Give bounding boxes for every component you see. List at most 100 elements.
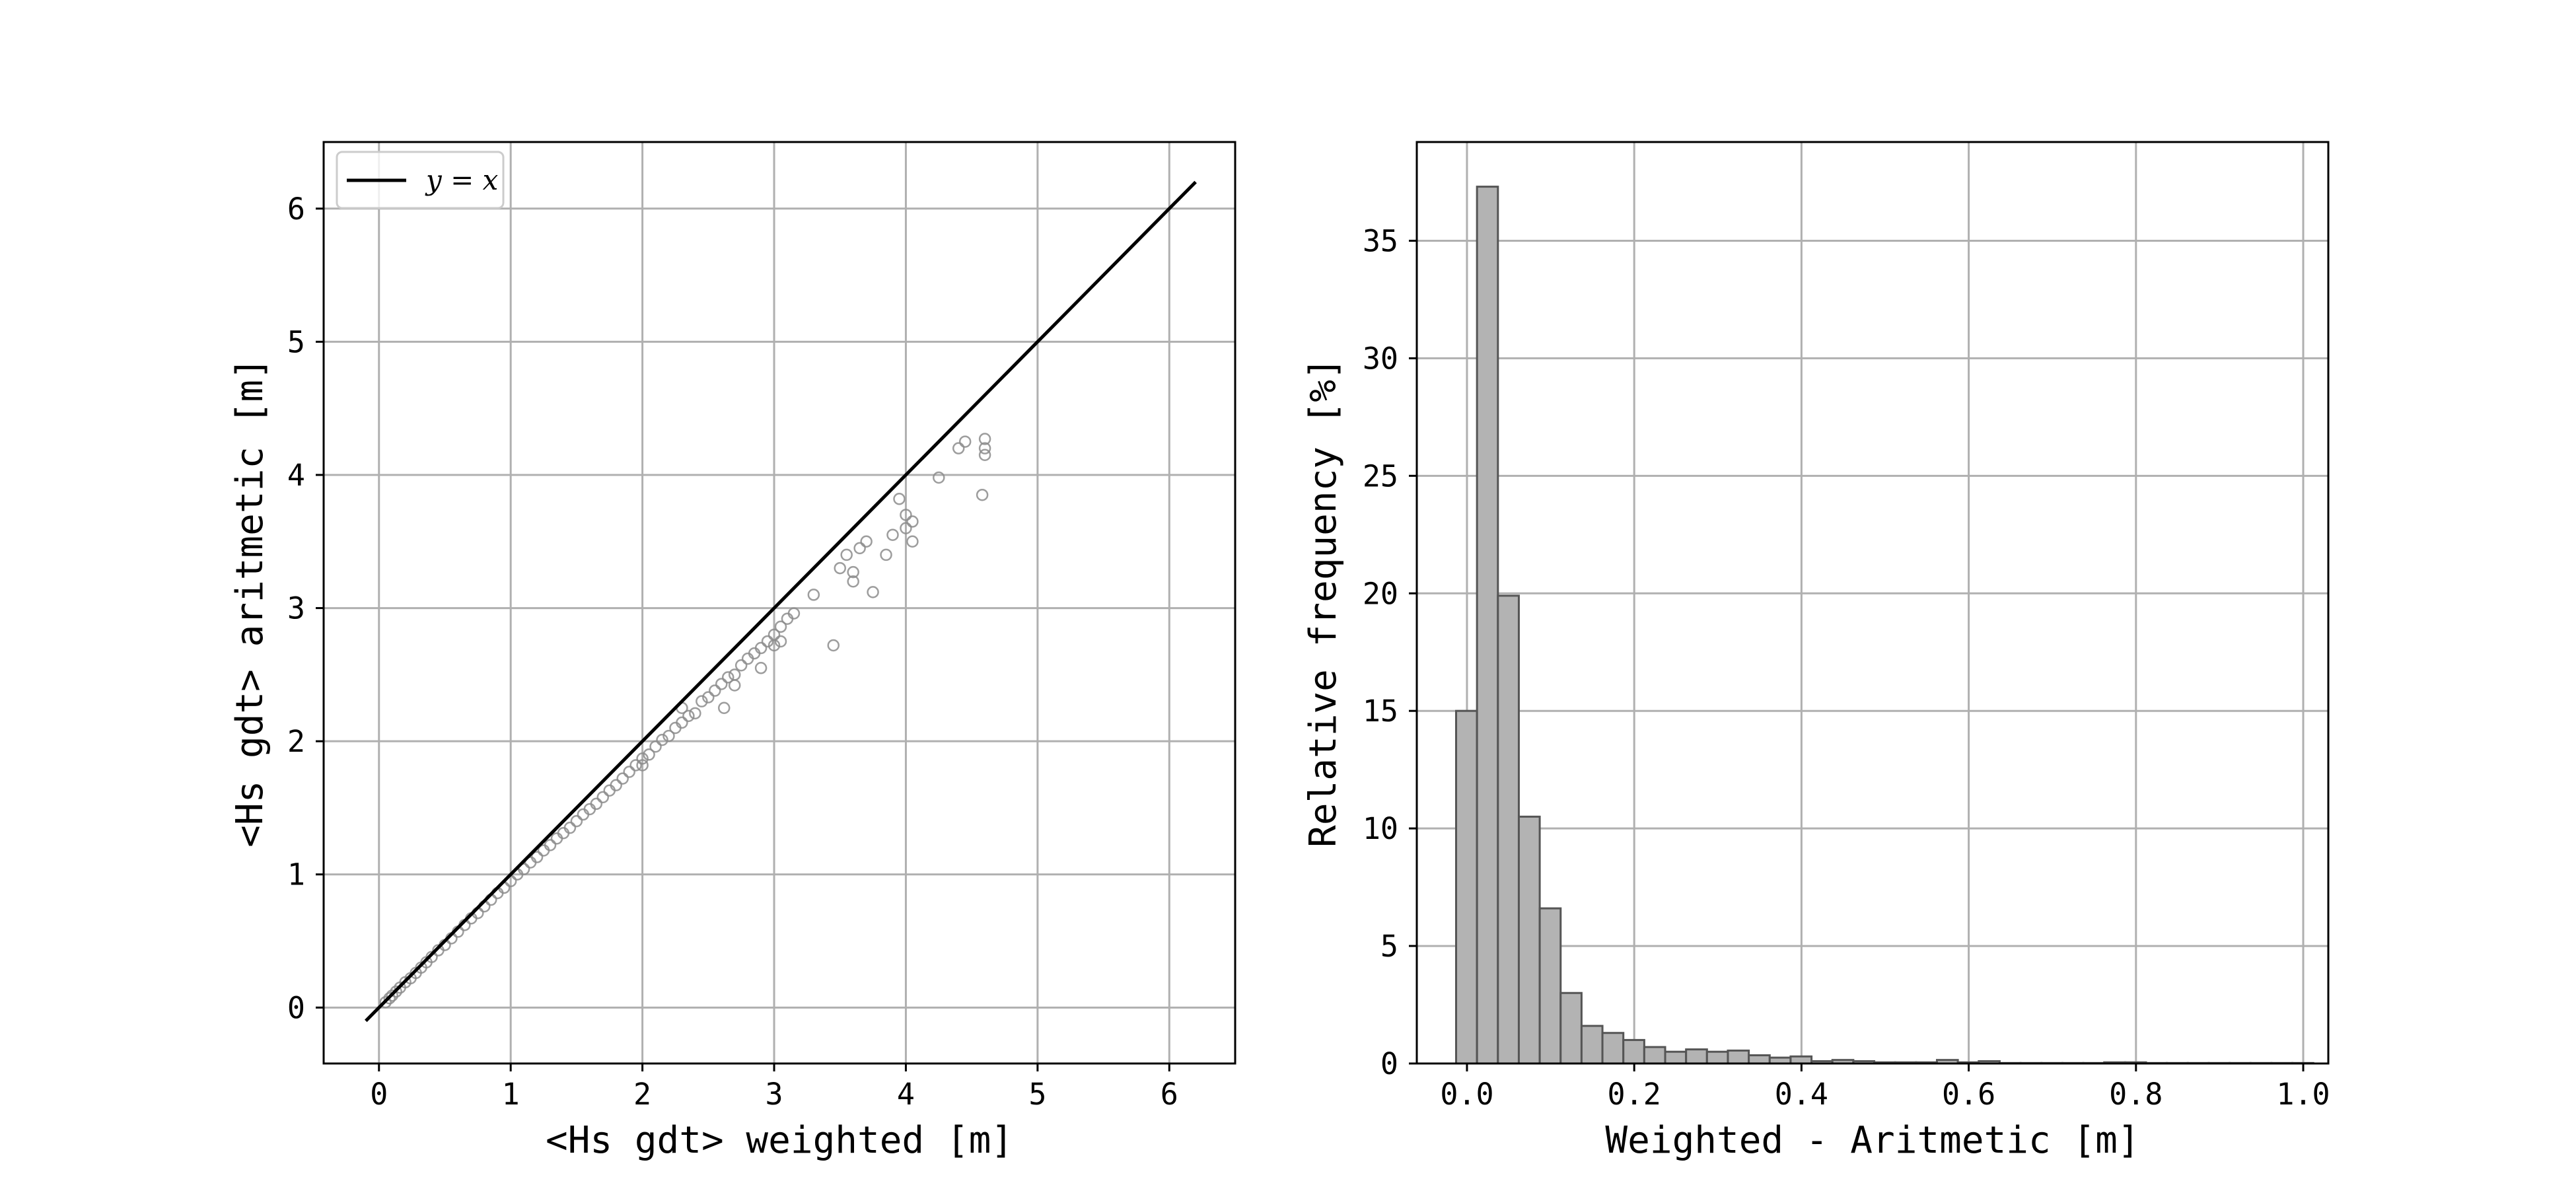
scatter-point — [952, 442, 965, 454]
scatter-point — [636, 752, 649, 765]
scatter-point — [853, 542, 866, 555]
scatter-point — [721, 671, 734, 684]
scatter-point — [643, 748, 655, 761]
histogram-plot-area — [1417, 142, 2328, 1063]
scatter-legend: y = x — [336, 151, 505, 209]
reference-line-y-equals-x — [365, 180, 1197, 1023]
histogram-bar — [1455, 709, 1478, 1065]
scatter-point — [530, 851, 544, 863]
scatter-point — [676, 716, 688, 729]
scatter-point — [900, 509, 912, 521]
histogram-bar — [1601, 1032, 1625, 1065]
scatter-y-tick-label: 5 — [287, 324, 305, 359]
scatter-point — [754, 641, 768, 655]
scatter-point — [840, 548, 853, 561]
scatter-point — [390, 985, 402, 998]
scatter-point — [379, 996, 392, 1009]
scatter-point — [978, 449, 991, 461]
scatter-point — [900, 522, 912, 534]
scatter-x-tick-label: 2 — [633, 1077, 651, 1112]
histogram-y-tick-label: 10 — [1363, 811, 1398, 846]
scatter-point — [623, 766, 635, 778]
histogram-bar — [1517, 815, 1541, 1065]
scatter-point — [978, 433, 991, 445]
histogram-bar — [1476, 186, 1499, 1065]
scatter-point — [570, 814, 583, 828]
histogram-bar — [1685, 1048, 1708, 1065]
histogram-x-tick-label: 0.4 — [1775, 1077, 1828, 1112]
histogram-x-tick-label: 1.0 — [2276, 1077, 2330, 1112]
scatter-x-tick-label: 1 — [502, 1077, 520, 1112]
scatter-y-tick-label: 6 — [287, 192, 305, 227]
scatter-point — [682, 709, 695, 723]
histogram-y-tick-label: 5 — [1380, 929, 1398, 964]
scatter-point — [386, 989, 398, 1002]
histogram-bar — [1748, 1054, 1771, 1065]
histogram-y-ticks: 0 5 10 15 20 25 30 35 — [1363, 223, 1417, 1081]
scatter-point — [544, 839, 557, 851]
legend-label-y-equals-x: y = x — [425, 164, 499, 196]
histogram-x-ticks: 0.0 0.2 0.4 0.6 0.8 1.0 — [1440, 1063, 2330, 1112]
scatter-point — [517, 863, 530, 875]
scatter-x-tick-label: 4 — [897, 1077, 915, 1112]
scatter-point — [590, 797, 603, 811]
scatter-point — [709, 684, 721, 697]
scatter-y-tick-label: 0 — [287, 990, 305, 1025]
histogram-x-tick-label: 0.6 — [1942, 1077, 1995, 1112]
scatter-point — [834, 561, 846, 575]
histogram-bar — [1705, 1050, 1729, 1065]
scatter-x-tick-label: 6 — [1161, 1077, 1178, 1112]
scatter-point — [616, 772, 629, 785]
scatter-point — [734, 659, 748, 672]
scatter-y-tick-label: 3 — [287, 591, 305, 626]
scatter-point — [596, 791, 610, 804]
scatter-point — [649, 740, 662, 753]
scatter-x-axis-label: <Hs gdt> weighted [m] — [546, 1119, 1013, 1162]
scatter-point — [689, 707, 701, 720]
scatter-point — [563, 821, 577, 834]
histogram-y-axis-label: Relative frequency [%] — [1302, 357, 1345, 847]
scatter-point — [893, 493, 906, 505]
scatter-point — [715, 678, 728, 690]
scatter-point — [933, 471, 945, 484]
scatter-x-tick-label: 3 — [765, 1077, 783, 1112]
scatter-point — [761, 635, 774, 648]
scatter-point — [807, 589, 820, 601]
scatter-point — [629, 759, 642, 772]
histogram-x-tick-label: 0.2 — [1608, 1077, 1661, 1112]
histogram-y-tick-label: 25 — [1363, 458, 1398, 493]
scatter-point — [958, 435, 972, 448]
histogram-bar — [1559, 991, 1583, 1065]
scatter-point — [774, 635, 787, 648]
scatter-grid — [324, 142, 1235, 1063]
scatter-point — [768, 639, 781, 652]
histogram-bar — [1538, 907, 1562, 1065]
scatter-y-tick-label: 2 — [287, 724, 305, 759]
scatter-point — [860, 535, 873, 548]
scatter-y-tick-label: 4 — [287, 458, 305, 493]
scatter-y-tick-label: 1 — [287, 857, 305, 892]
scatter-point — [906, 515, 919, 528]
scatter-point — [728, 679, 741, 692]
histogram-x-tick-label: 0.0 — [1440, 1077, 1493, 1112]
scatter-point — [847, 565, 859, 579]
scatter-point — [425, 951, 438, 963]
scatter-point — [827, 639, 840, 652]
scatter-point — [906, 535, 919, 548]
scatter-point — [867, 586, 879, 598]
scatter-point — [787, 607, 801, 620]
scatter-axes-frame — [322, 141, 1236, 1065]
histogram-y-tick-label: 20 — [1363, 576, 1398, 611]
histogram-y-tick-label: 0 — [1380, 1046, 1398, 1081]
scatter-point — [880, 548, 892, 561]
scatter-point — [702, 691, 715, 703]
scatter-point — [662, 729, 675, 742]
scatter-x-tick-label: 5 — [1028, 1077, 1046, 1112]
scatter-point — [610, 779, 622, 791]
histogram-x-tick-label: 0.8 — [2109, 1077, 2163, 1112]
scatter-point — [696, 695, 708, 707]
scatter-point — [636, 759, 649, 772]
histogram-bar — [1643, 1046, 1666, 1065]
scatter-panel: 0 1 2 3 4 5 6 0 1 2 3 4 5 6 <Hs gdt> weighted [m] <H… — [229, 141, 1236, 1162]
